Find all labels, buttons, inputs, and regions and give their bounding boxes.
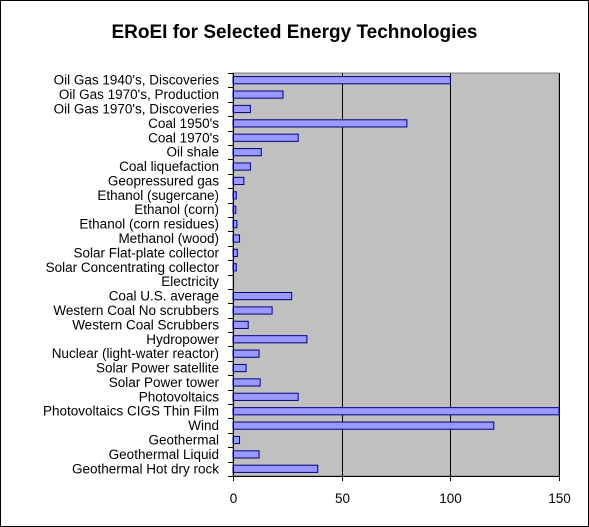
category-label: Ethanol (sugercane) <box>97 188 219 203</box>
bar <box>232 378 261 387</box>
bar <box>232 176 245 186</box>
bar <box>232 407 560 416</box>
plot-area <box>232 72 560 477</box>
category-label: Photovoltaics CIGS Thin Film <box>43 404 219 419</box>
category-label: Nuclear (light-water reactor) <box>52 346 219 361</box>
x-tick-label: 0 <box>230 491 238 506</box>
bar <box>232 148 262 157</box>
category-label: Electricity <box>161 274 219 289</box>
category-label: Geothermal Hot dry rock <box>72 461 219 476</box>
chart-title: ERoEI for Selected Energy Technologies <box>111 22 478 43</box>
bar <box>232 450 260 459</box>
category-label: Coal 1970's <box>148 130 219 145</box>
bar <box>232 291 293 301</box>
bar <box>232 363 247 373</box>
category-label: Oil Gas 1970's, Discoveries <box>54 101 220 116</box>
bar <box>232 133 299 142</box>
category-label: Western Coal No scrubbers <box>53 303 219 318</box>
category-label: Solar Power satellite <box>96 361 219 376</box>
x-tick-label: 100 <box>439 491 462 506</box>
bar <box>232 162 251 171</box>
category-label: Ethanol (corn) <box>134 202 219 217</box>
category-label: Wind <box>188 418 219 433</box>
category-label: Oil Gas 1970's, Production <box>59 87 219 102</box>
bar <box>232 320 249 329</box>
category-label: Coal 1950's <box>148 116 219 131</box>
x-tick-label: 150 <box>548 491 571 506</box>
category-label: Ethanol (corn residues) <box>79 217 219 232</box>
bar <box>232 464 319 473</box>
category-label: Geothermal Liquid <box>109 447 219 462</box>
category-label: Geothermal <box>148 433 219 448</box>
category-label: Solar Flat-plate collector <box>73 245 219 260</box>
category-label: Methanol (wood) <box>118 231 219 246</box>
bar <box>232 306 273 315</box>
category-label: Coal U.S. average <box>109 289 219 304</box>
bar <box>232 421 495 430</box>
category-label: Hydropower <box>146 332 219 347</box>
category-label: Solar Concentrating collector <box>46 260 220 275</box>
category-label: Coal liquefaction <box>119 159 219 174</box>
category-label: Geopressured gas <box>108 173 219 188</box>
category-label: Western Coal Scrubbers <box>72 317 219 332</box>
category-label: Oil Gas 1940's, Discoveries <box>54 73 220 88</box>
bar <box>232 349 260 358</box>
category-label: Oil shale <box>166 145 219 160</box>
bar <box>232 335 308 344</box>
bar <box>232 392 299 401</box>
category-label: Solar Power tower <box>109 375 220 390</box>
category-label: Photovoltaics <box>139 389 220 404</box>
bar <box>232 119 408 128</box>
bar <box>232 76 451 85</box>
bar <box>232 104 251 114</box>
x-tick-label: 50 <box>335 491 350 506</box>
bar <box>232 90 284 99</box>
